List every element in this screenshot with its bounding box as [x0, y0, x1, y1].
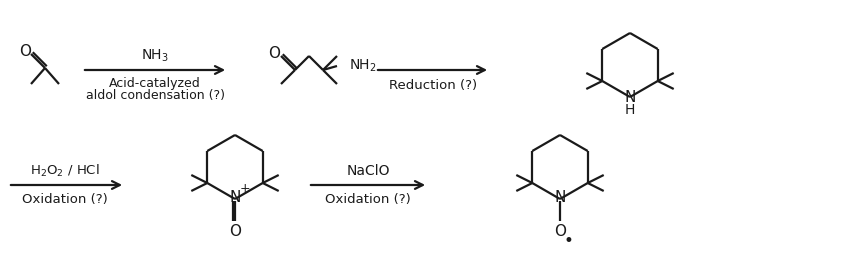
Text: Reduction (?): Reduction (?) [389, 79, 477, 92]
Text: Oxidation (?): Oxidation (?) [22, 192, 108, 205]
Text: O: O [229, 224, 241, 238]
Text: •: • [563, 232, 573, 250]
Text: H: H [625, 103, 635, 117]
Text: H$_2$O$_2$ / HCl: H$_2$O$_2$ / HCl [30, 163, 100, 179]
Text: NH$_2$: NH$_2$ [349, 58, 377, 74]
Text: N: N [554, 191, 565, 205]
Text: N: N [229, 191, 241, 205]
Text: Oxidation (?): Oxidation (?) [325, 192, 411, 205]
Text: O: O [268, 46, 280, 62]
Text: NH$_3$: NH$_3$ [141, 48, 169, 64]
Text: Acid-catalyzed: Acid-catalyzed [109, 78, 201, 91]
Text: +: + [239, 182, 251, 196]
Text: aldol condensation (?): aldol condensation (?) [86, 89, 225, 102]
Text: O: O [554, 224, 566, 238]
Text: NaClO: NaClO [347, 164, 390, 178]
Text: N: N [625, 91, 636, 106]
Text: O: O [19, 45, 31, 59]
